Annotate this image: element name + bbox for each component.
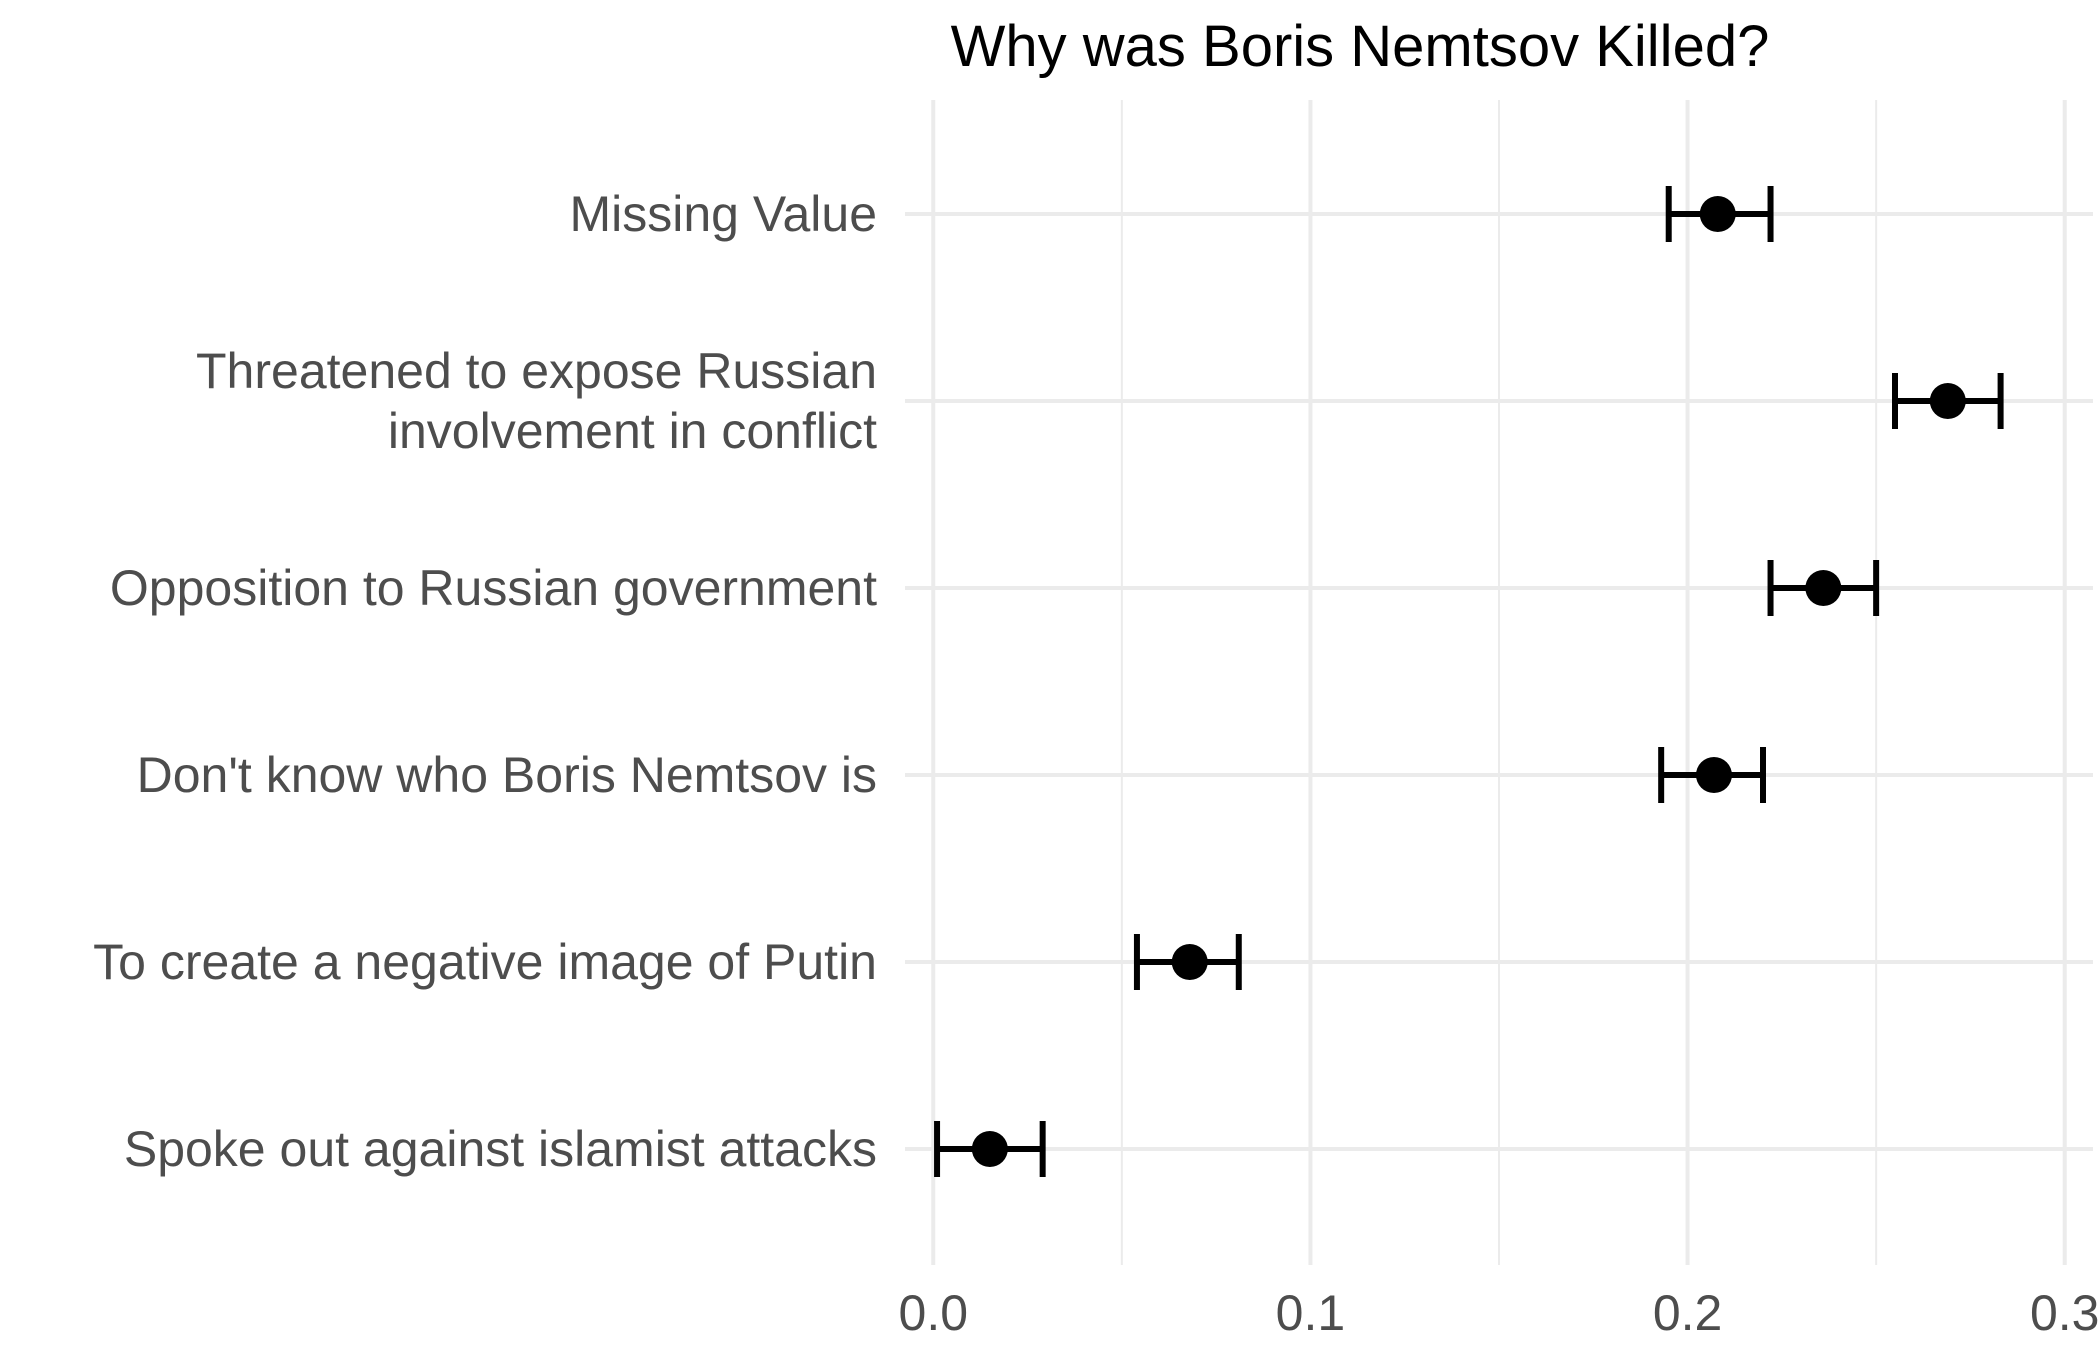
- estimate-point: [1171, 944, 1208, 980]
- category-label: To create a negative image of Putin: [93, 934, 877, 990]
- x-tick-label: 0.1: [1276, 1285, 1346, 1341]
- point-layer: [971, 196, 1966, 1167]
- x-tick-label: 0.3: [2030, 1285, 2100, 1341]
- category-label: Opposition to Russian government: [110, 560, 877, 616]
- category-label: involvement in conflict: [388, 403, 877, 459]
- chart-title: Why was Boris Nemtsov Killed?: [951, 14, 1770, 79]
- category-label: Missing Value: [569, 186, 877, 242]
- x-tick-label-layer: 0.0 0.1 0.2 0.3: [899, 1285, 2100, 1341]
- estimate-point: [1805, 570, 1842, 606]
- estimate-point: [971, 1131, 1008, 1167]
- grid-layer: [905, 100, 2093, 1265]
- category-label: Don't know who Boris Nemtsov is: [137, 747, 877, 803]
- x-tick-label: 0.2: [1653, 1285, 1723, 1341]
- category-label: Threatened to expose Russian: [196, 343, 877, 399]
- error-bar-layer: [934, 186, 2004, 1177]
- estimate-point: [1695, 757, 1732, 793]
- estimate-point: [1699, 196, 1736, 232]
- estimate-point: [1929, 383, 1966, 419]
- category-label: Spoke out against islamist attacks: [124, 1121, 877, 1177]
- category-label-layer: Missing Value Threatened to expose Russia…: [93, 186, 877, 1177]
- x-tick-label: 0.0: [899, 1285, 969, 1341]
